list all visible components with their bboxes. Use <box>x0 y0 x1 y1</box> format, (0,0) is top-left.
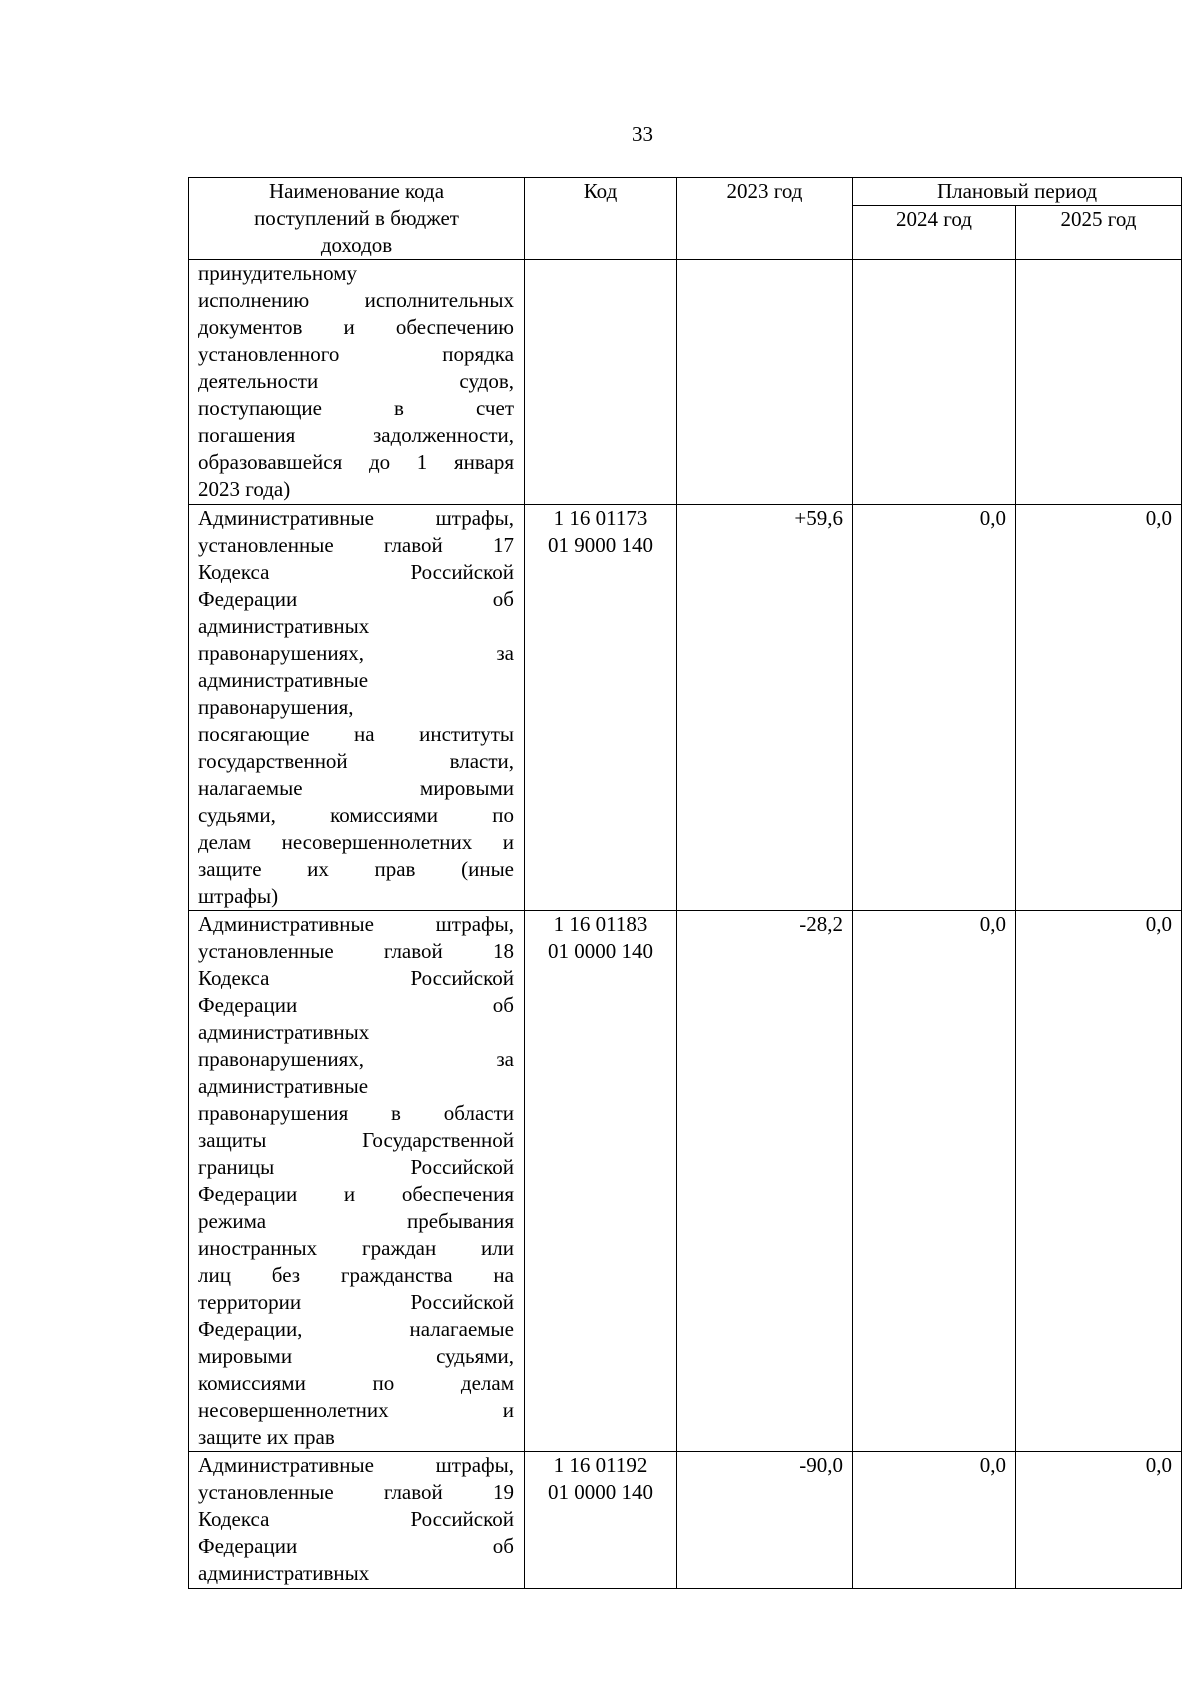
revenue-name-line: правонарушения, <box>198 695 354 719</box>
header-2023: 2023 год <box>676 177 853 260</box>
revenue-name-line: штрафы) <box>198 884 279 908</box>
revenue-name-line: судьями, комиссиями по <box>198 803 514 827</box>
header-planned-period: Плановый период <box>852 177 1182 206</box>
page-number: 33 <box>632 122 653 146</box>
revenue-name-cell: Административные штрафы, установленные гл… <box>188 910 525 1452</box>
table-header-row: Наименование кода поступлений в бюджет д… <box>188 177 1182 260</box>
revenue-name-line: административных <box>198 1561 370 1585</box>
value-y2025-cell: 0,0 <box>1015 1451 1182 1589</box>
code-line: 01 0000 140 <box>548 939 653 963</box>
code-cell <box>524 259 677 505</box>
revenue-name-cell: принудительному исполнению исполнительных… <box>188 259 525 505</box>
budget-revenue-table: Наименование кода поступлений в бюджет д… <box>188 177 1182 1589</box>
revenue-name-line: защите их прав (иные <box>198 857 514 881</box>
revenue-name-line: административные <box>198 668 369 692</box>
value-y2025-cell <box>1015 259 1182 505</box>
revenue-name-line: поступающие в счет <box>198 396 514 420</box>
revenue-name-line: защиты Государственной <box>198 1128 514 1152</box>
header-name: Наименование кода поступлений в бюджет д… <box>188 177 525 260</box>
value-y2023-cell: -90,0 <box>676 1451 853 1589</box>
header-name-line: Наименование кода <box>268 179 445 203</box>
revenue-name-line: Административные штрафы, <box>198 912 514 936</box>
value-y2024-cell: 0,0 <box>852 1451 1016 1589</box>
revenue-name-line: Административные штрафы, <box>198 506 514 530</box>
revenue-name-line: исполнению исполнительных <box>198 288 514 312</box>
revenue-name-line: Федерации и обеспечения <box>198 1182 514 1206</box>
code-line: 01 0000 140 <box>548 1480 653 1504</box>
revenue-name-line: Кодекса Российской <box>198 966 514 990</box>
revenue-name-cell: Административные штрафы, установленные гл… <box>188 1451 525 1589</box>
value-y2025-cell: 0,0 <box>1015 504 1182 911</box>
revenue-name-line: образовавшейся до 1 января <box>198 450 514 474</box>
value-y2024-cell: 0,0 <box>852 504 1016 911</box>
value-y2024-cell: 0,0 <box>852 910 1016 1452</box>
revenue-name-line: деятельности судов, <box>198 369 514 393</box>
revenue-name-line: делам несовершеннолетних и <box>198 830 514 854</box>
revenue-name-line: лиц без гражданства на <box>198 1263 514 1287</box>
code-line: 01 9000 140 <box>548 533 653 557</box>
revenue-name-line: посягающие на институты <box>198 722 514 746</box>
revenue-name-line: установленные главой 18 <box>198 939 514 963</box>
revenue-name-line: комиссиями по делам <box>198 1371 514 1395</box>
revenue-name-line: границы Российской <box>198 1155 514 1179</box>
revenue-name-line: административные <box>198 1074 369 1098</box>
code-cell: 1 16 01192 01 0000 140 <box>524 1451 677 1589</box>
value-y2024-cell <box>852 259 1016 505</box>
revenue-name-line: Кодекса Российской <box>198 1507 514 1531</box>
table-subheader-row: 2024 год 2025 год <box>189 205 1182 260</box>
revenue-name-line: установленные главой 19 <box>198 1480 514 1504</box>
table-row: принудительному исполнению исполнительных… <box>188 259 1182 505</box>
revenue-name-line: защите их прав <box>198 1425 335 1449</box>
code-line: 1 16 01173 <box>553 506 648 530</box>
value-y2023-cell: -28,2 <box>676 910 853 1452</box>
code-line: 1 16 01192 <box>553 1453 648 1477</box>
revenue-name-line: 2023 года) <box>198 477 291 501</box>
header-name-line: доходов <box>320 233 393 257</box>
header-2025: 2025 год <box>1015 205 1182 260</box>
value-y2023-cell: +59,6 <box>676 504 853 911</box>
code-line: 1 16 01183 <box>553 912 648 936</box>
revenue-name-line: налагаемые мировыми <box>198 776 514 800</box>
revenue-name-line: принудительному <box>198 261 357 285</box>
revenue-name-line: погашения задолженности, <box>198 423 514 447</box>
revenue-name-line: государственной власти, <box>198 749 514 773</box>
revenue-name-line: Федерации, налагаемые <box>198 1317 514 1341</box>
table-row: Административные штрафы, установленные гл… <box>188 910 1182 1452</box>
revenue-name-line: Федерации об <box>198 587 514 611</box>
header-code: Код <box>524 177 677 260</box>
revenue-name-line: иностранных граждан или <box>198 1236 514 1260</box>
code-cell: 1 16 01183 01 0000 140 <box>524 910 677 1452</box>
revenue-name-line: установленного порядка <box>198 342 514 366</box>
value-y2025-cell: 0,0 <box>1015 910 1182 1452</box>
revenue-name-line: территории Российской <box>198 1290 514 1314</box>
revenue-name-line: правонарушениях, за <box>198 1047 514 1071</box>
header-2024: 2024 год <box>852 205 1016 260</box>
revenue-name-line: Кодекса Российской <box>198 560 514 584</box>
revenue-name-line: Административные штрафы, <box>198 1453 514 1477</box>
revenue-name-line: Федерации об <box>198 993 514 1017</box>
revenue-name-line: несовершеннолетних и <box>198 1398 514 1422</box>
header-name-line: поступлений в бюджет <box>254 206 459 230</box>
revenue-name-line: установленные главой 17 <box>198 533 514 557</box>
revenue-name-line: режима пребывания <box>198 1209 514 1233</box>
revenue-name-cell: Административные штрафы, установленные гл… <box>188 504 525 911</box>
table-row: Административные штрафы, установленные гл… <box>188 1451 1182 1589</box>
value-y2023-cell <box>676 259 853 505</box>
table-row: Административные штрафы, установленные гл… <box>188 504 1182 911</box>
revenue-name-line: правонарушения в области <box>198 1101 514 1125</box>
revenue-name-line: правонарушениях, за <box>198 641 514 665</box>
code-cell: 1 16 01173 01 9000 140 <box>524 504 677 911</box>
revenue-name-line: административных <box>198 1020 370 1044</box>
revenue-name-line: Федерации об <box>198 1534 514 1558</box>
revenue-name-line: мировыми судьями, <box>198 1344 514 1368</box>
revenue-name-line: административных <box>198 614 370 638</box>
revenue-name-line: документов и обеспечению <box>198 315 514 339</box>
